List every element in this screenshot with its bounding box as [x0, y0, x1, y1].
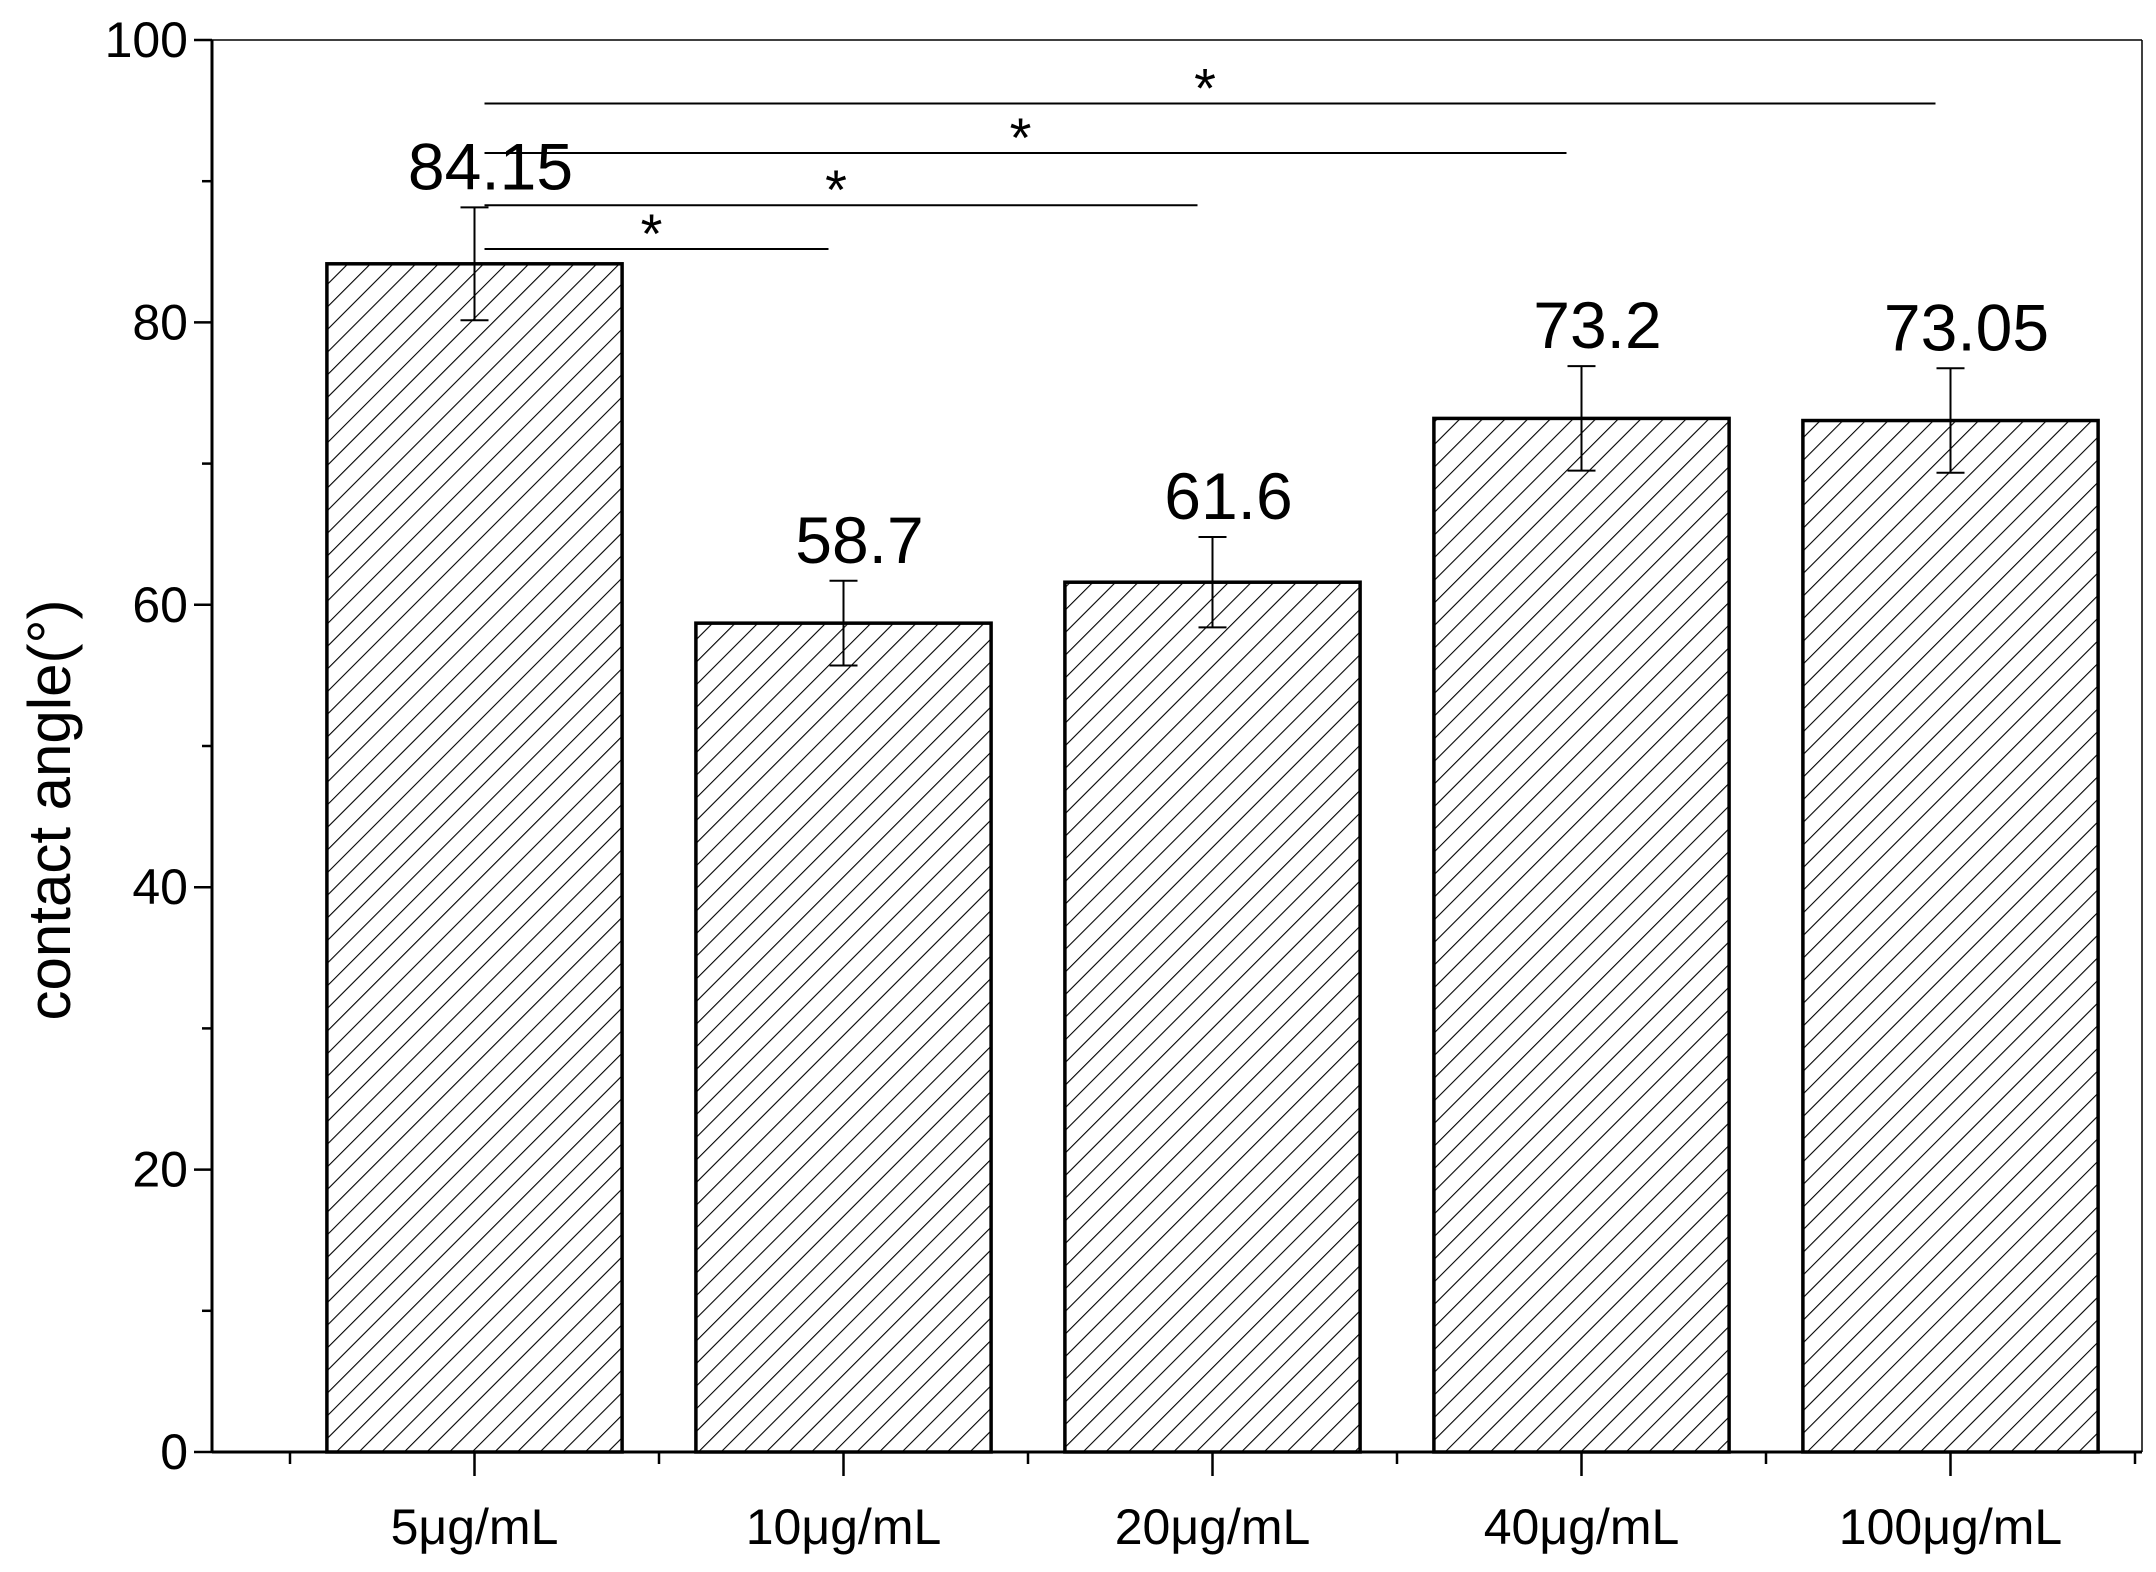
- significance-star: *: [641, 202, 663, 265]
- x-tick-label: 100μg/mL: [1839, 1499, 2062, 1555]
- data-label: 73.2: [1533, 288, 1661, 362]
- significance-star: *: [1194, 57, 1216, 120]
- significance-star: *: [1010, 106, 1032, 169]
- x-tick-label: 40μg/mL: [1484, 1499, 1680, 1555]
- y-tick-label: 0: [160, 1424, 188, 1480]
- data-label: 73.05: [1884, 290, 2049, 364]
- x-tick-label: 20μg/mL: [1115, 1499, 1311, 1555]
- y-tick-label: 60: [132, 577, 188, 633]
- significance-star: *: [825, 158, 847, 221]
- data-label: 58.7: [795, 503, 923, 577]
- data-label: 61.6: [1164, 459, 1292, 533]
- bar: [694, 621, 993, 1454]
- x-tick-label: 10μg/mL: [746, 1499, 942, 1555]
- y-tick-label: 100: [105, 12, 188, 68]
- y-tick-label: 40: [132, 859, 188, 915]
- y-tick-label: 20: [132, 1142, 188, 1198]
- x-tick-label: 5μg/mL: [391, 1499, 559, 1555]
- bar: [325, 262, 624, 1454]
- y-axis-label: contact angle(°): [16, 600, 83, 1021]
- y-tick-label: 80: [132, 294, 188, 350]
- data-label: 84.15: [408, 129, 573, 203]
- bar: [1801, 418, 2100, 1454]
- bar: [1063, 580, 1362, 1454]
- plot-area: 0 20 40 60 80 100 5μg/mL 10μg/mL 20μg/mL 40μg/mL 1…: [105, 12, 2143, 1555]
- bar: [1432, 416, 1731, 1454]
